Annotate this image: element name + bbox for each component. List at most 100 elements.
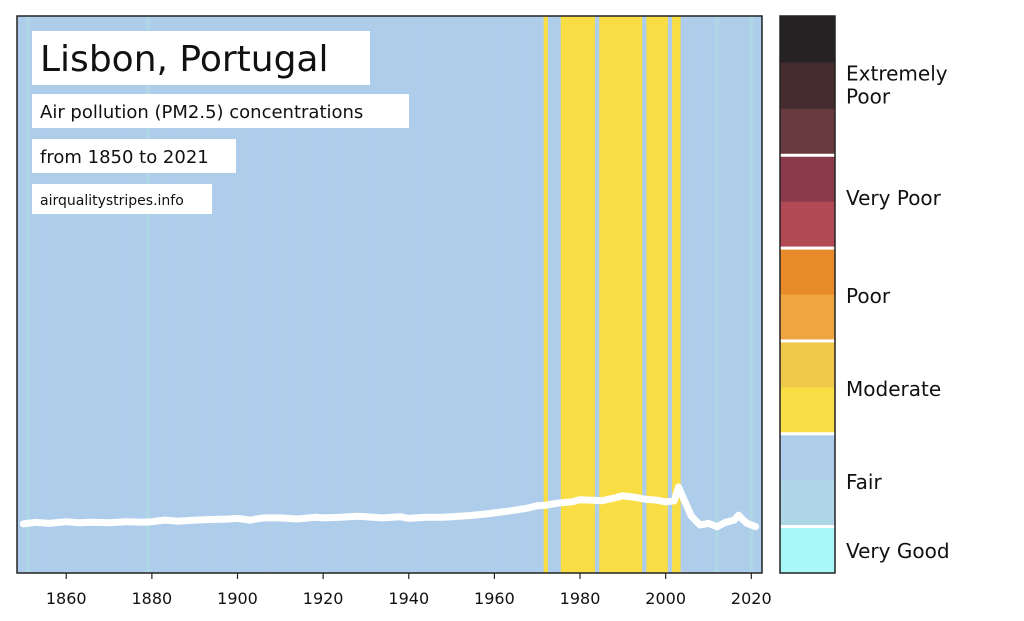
colorbar-band [780,480,835,528]
stripe-1953-fair [462,16,468,573]
stripe-1969-fair [530,16,536,573]
stripe-1905-fair [256,16,262,573]
stripe-1899-fair [231,16,236,573]
colorbar-label-line: Moderate [846,377,941,401]
colorbar-band [780,340,835,388]
stripe-1862-fair [72,16,78,573]
stripe-1994-moderate [637,16,643,573]
colorbar-label-line: Very Poor [846,186,942,210]
colorbar-band [780,16,835,63]
stripe-1890-fair [192,16,198,573]
colorbar-label: Very Good [846,539,950,563]
colorbar-separator [780,525,835,529]
stripe-1992-moderate [629,16,635,573]
stripe-1849-fair [17,16,22,573]
stripe-1903-fair [248,16,254,573]
stripe-1957-fair [479,16,485,573]
stripe-1965-fair [513,16,519,573]
stripe-1983-moderate [590,16,596,573]
colorbar-band [780,62,835,110]
stripe-1878-fair [141,16,147,573]
colorbar-label-line: Extremely [846,62,948,86]
stripe-2016-fair [732,16,737,573]
colorbar-band [780,155,835,203]
stripe-1971-fair [539,16,545,573]
stripe-1889-fair [188,16,194,573]
stripe-1882-fair [158,16,164,573]
stripe-1901-fair [239,16,245,573]
stripe-1932-fair [372,16,378,573]
stripe-1989-moderate [616,16,622,573]
stripe-2007-fair [693,16,699,573]
stripe-1880-fair [149,16,155,573]
stripe-1972-moderate [543,16,549,573]
stripe-1853-fair [34,16,40,573]
stripe-1915-fair [299,16,305,573]
stripe-1908-fair [269,16,275,573]
stripe-1914-fair [295,16,301,573]
stripe-1966-fair [517,16,523,573]
stripe-1942-fair [415,16,421,573]
source-label: airqualitystripes.info [40,193,184,209]
stripe-1960-fair [492,16,498,573]
x-tick-label: 1980 [560,589,601,608]
stripe-2012-fair [714,16,720,573]
stripe-1962-fair [500,16,506,573]
stripe-1976-moderate [560,16,566,573]
stripe-1923-fair [333,16,339,573]
stripe-1858-fair [55,16,61,573]
stripe-2018-fair [740,16,746,573]
colorbar-band [780,433,835,481]
stripe-1886-fair [175,16,181,573]
stripe-1982-moderate [586,16,592,573]
colorbar-label-line: Fair [846,470,882,494]
stripe-1897-fair [222,16,228,573]
stripe-1935-fair [385,16,391,573]
stripe-1930-fair [363,16,369,573]
stripe-1866-fair [89,16,95,573]
stripe-1916-fair [303,16,309,573]
stripe-1945-fair [428,16,433,573]
stripe-1986-moderate [603,16,609,573]
stripe-1979-moderate [573,16,579,573]
stripe-2009-fair [702,16,707,573]
stripe-1934-fair [380,16,386,573]
stripe-1852-fair [29,16,35,573]
stripe-1924-fair [338,16,344,573]
stripe-1984-fair [595,16,600,573]
title-box: Lisbon, Portugal [32,31,370,85]
stripe-1946-fair [432,16,438,573]
source-box: airqualitystripes.info [32,184,212,214]
stripe-1997-moderate [650,16,656,573]
stripe-2019-fair [744,16,750,573]
stripe-1893-fair [205,16,211,573]
stripe-1927-fair [350,16,356,573]
x-tick-label: 2020 [731,589,772,608]
stripe-1884-fair [166,16,172,573]
stripe-1909-fair [273,16,279,573]
subtitle-line-1: Air pollution (PM2.5) concentrations [40,102,363,123]
stripe-1857-fair [51,16,57,573]
stripe-2022-fair [757,16,763,573]
stripe-2002-moderate [672,16,677,573]
stripe-1856-fair [46,16,52,573]
stripe-2003-moderate [676,16,682,573]
stripe-1851-fair [25,16,31,573]
stripe-1974-fair [552,16,558,573]
stripe-1898-fair [226,16,232,573]
stripe-1978-moderate [569,16,575,573]
stripe-1872-fair [115,16,121,573]
stripe-1917-fair [308,16,314,573]
x-tick-label: 1900 [217,589,258,608]
stripe-1936-fair [389,16,395,573]
stripe-1912-fair [286,16,292,573]
stripe-1891-fair [196,16,202,573]
stripe-1881-fair [154,16,159,573]
colorbar-band [780,294,835,342]
stripe-1883-fair [162,16,168,573]
stripe-1904-fair [252,16,258,573]
stripe-1906-fair [261,16,266,573]
stripe-1955-fair [470,16,476,573]
stripe-1855-fair [42,16,48,573]
